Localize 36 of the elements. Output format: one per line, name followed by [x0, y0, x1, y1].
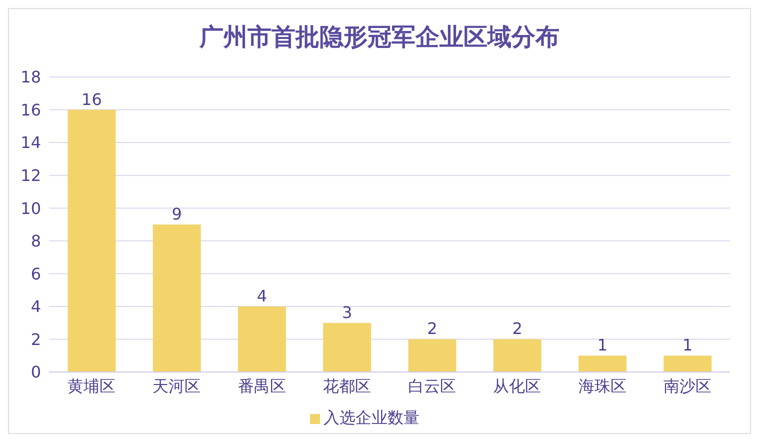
- x-tick-label: 从化区: [493, 376, 542, 396]
- data-label: 2: [427, 319, 438, 338]
- y-tick-label: 12: [20, 166, 41, 186]
- x-tick-label: 南沙区: [663, 376, 712, 396]
- data-label: 1: [597, 336, 608, 355]
- legend-label: 入选企业数量: [324, 408, 420, 427]
- bar: [493, 339, 542, 372]
- y-tick-label: 14: [20, 133, 41, 152]
- y-tick-label: 8: [30, 232, 41, 251]
- y-tick-label: 18: [20, 68, 41, 87]
- data-label: 2: [512, 319, 522, 338]
- x-tick-label: 黄埔区: [68, 376, 116, 396]
- bar: [152, 224, 201, 372]
- chart-title: 广州市首批隐形冠军企业区域分布: [198, 22, 560, 53]
- x-tick-label: 花都区: [322, 376, 371, 396]
- bar: [68, 110, 116, 372]
- y-tick-label: 16: [20, 100, 41, 120]
- bar: [664, 356, 712, 372]
- data-label: 1: [682, 336, 693, 355]
- x-tick-label: 番禺区: [238, 376, 286, 396]
- y-tick-label: 6: [30, 264, 41, 284]
- data-label: 4: [256, 286, 268, 306]
- bar: [238, 306, 286, 372]
- y-tick-label: 10: [20, 198, 41, 218]
- data-label: 9: [172, 204, 182, 224]
- y-tick-label: 2: [30, 330, 41, 349]
- data-label: 3: [342, 302, 352, 322]
- bar: [578, 356, 626, 372]
- bar: [408, 339, 456, 372]
- x-tick-label: 海珠区: [578, 376, 626, 396]
- y-tick-label: 0: [30, 362, 41, 382]
- x-tick-label: 白云区: [408, 376, 456, 396]
- data-label: 16: [82, 90, 102, 109]
- y-tick-label: 4: [30, 297, 41, 316]
- bar: [323, 322, 372, 372]
- x-tick-label: 天河区: [152, 376, 201, 396]
